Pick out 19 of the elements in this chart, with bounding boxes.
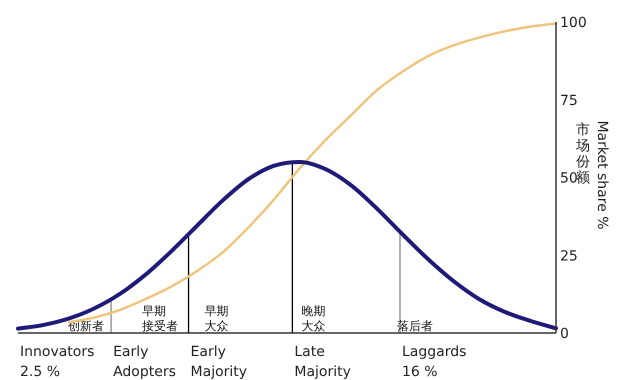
y-tick-label: 50: [560, 170, 578, 186]
annotation: 大众: [301, 319, 326, 333]
annotation: 晚期: [301, 304, 326, 318]
text: Early Adopters: [113, 344, 176, 380]
annotation: 接受者: [142, 319, 178, 333]
annotation: 早期: [204, 304, 229, 318]
text: Innovators 2.5 %: [20, 344, 94, 380]
text: Late Majority: [294, 344, 351, 380]
text: Early Majority: [190, 344, 248, 380]
y-tick-label: 75: [560, 92, 578, 109]
y-tick-label: 25: [560, 248, 578, 264]
annotation: 早期: [142, 304, 166, 318]
text: Laggards 16 %: [402, 344, 466, 380]
y-tick-label: 0: [560, 326, 569, 342]
annotation: 大众: [204, 319, 229, 333]
annotation: 落后者: [396, 319, 433, 333]
y-axis-title: Market share %: [594, 120, 610, 230]
text: 市场份额: [575, 122, 590, 186]
y-tick-label: 100: [560, 15, 587, 31]
